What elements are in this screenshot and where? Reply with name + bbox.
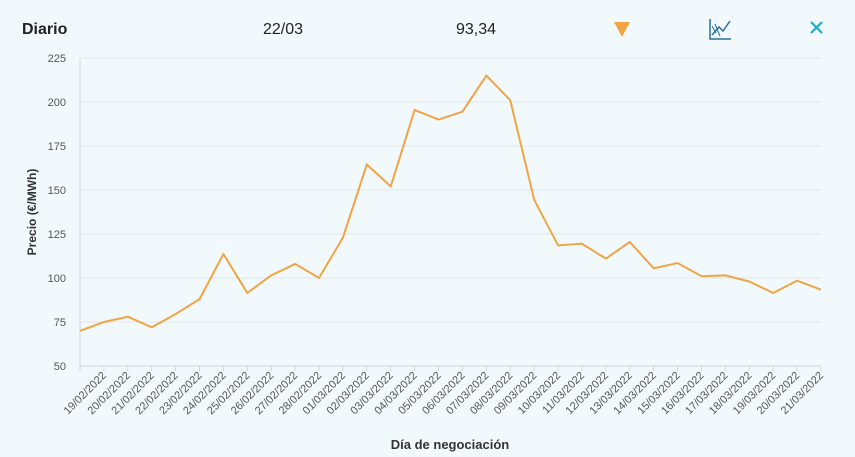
y-tick-label: 100	[48, 273, 66, 285]
y-tick-label: 150	[48, 185, 66, 197]
chart-icon[interactable]	[709, 19, 731, 40]
panel-title: Diario	[22, 21, 68, 38]
y-tick-label: 225	[48, 53, 66, 65]
y-tick-label: 50	[54, 361, 66, 373]
date: 22/03	[263, 21, 303, 38]
y-tick-label: 75	[54, 317, 66, 329]
y-tick-label: 175	[48, 141, 66, 153]
price: 93,34	[456, 21, 496, 38]
x-axis-label: Día de negociación	[391, 437, 510, 452]
price-line	[79, 74, 822, 332]
y-axis-label: Precio (€/MWh)	[25, 169, 39, 256]
y-tick-label: 125	[48, 229, 66, 241]
trend-icon[interactable]	[614, 22, 630, 37]
y-tick-label: 200	[48, 97, 66, 109]
close-icon[interactable]	[810, 21, 823, 34]
